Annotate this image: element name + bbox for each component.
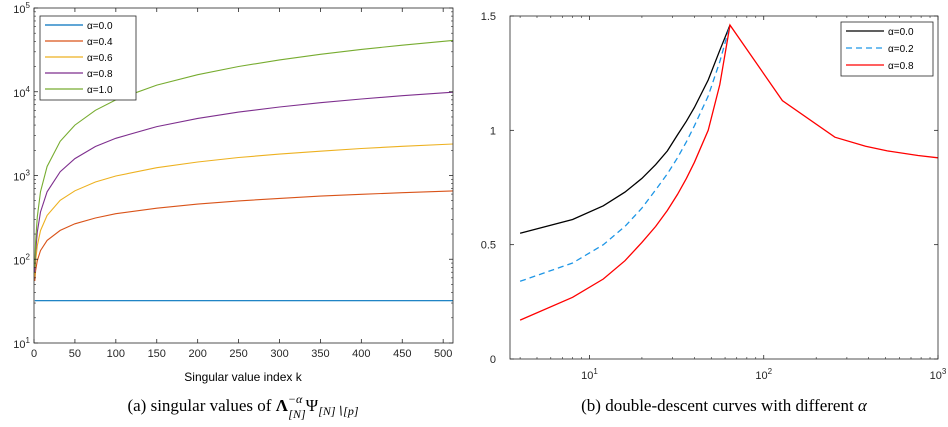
panel-a-legend-box bbox=[39, 15, 137, 101]
panel-a-x-tick-label: 100 bbox=[107, 348, 125, 360]
caption-psi-sub: [N]∖[p] bbox=[318, 404, 359, 418]
panel-a-y-tick-label: 102 bbox=[13, 252, 30, 267]
panel-b-double-descent: 101 102 103 0 0.5 1 1.5 α=0.0 α=0.2 α=0.8 (b) d… bbox=[481, 11, 947, 415]
panel-a-caption: (a) singular values of Λ−α [N]Ψ[N]∖[p] bbox=[127, 392, 358, 421]
panel-a-x-tick-label: 300 bbox=[270, 348, 288, 360]
panel-b-caption-prefix: (b) double-descent curves with different bbox=[581, 396, 858, 415]
panel-b-series-line-2 bbox=[519, 23, 939, 321]
panel-a-y-tick-label: 104 bbox=[13, 85, 30, 100]
caption-lambda-sub: [N] bbox=[288, 407, 306, 421]
panel-b-legend-label-1: α=0.2 bbox=[888, 44, 914, 55]
panel-b-caption: (b) double-descent curves with different… bbox=[581, 396, 868, 415]
panel-b-legend: α=0.0 α=0.2 α=0.8 bbox=[840, 21, 934, 77]
panel-b-y-tick-label: 1 bbox=[490, 125, 496, 137]
panel-a-singular-values: 0 50 100 150 200 250 300 350 400 450 500 101 102 103… bbox=[13, 1, 454, 421]
panel-a-x-tick-label: 500 bbox=[434, 348, 452, 360]
panel-a-x-tick-label: 450 bbox=[393, 348, 411, 360]
panel-b-y-tick-label: 0 bbox=[490, 354, 496, 366]
panel-b-x-ticks: 101 102 103 bbox=[519, 16, 947, 382]
panel-a-legend-label-0: α=0.0 bbox=[87, 21, 113, 32]
panel-a-legend-label-2: α=0.6 bbox=[87, 53, 113, 64]
panel-a-x-tick-label: 350 bbox=[311, 348, 329, 360]
panel-b-y-tick-label: 0.5 bbox=[481, 240, 496, 252]
panel-a-y-tick-label: 101 bbox=[13, 336, 30, 351]
panel-b-y-ticks: 0 0.5 1 1.5 bbox=[481, 11, 938, 366]
panel-b-series-line-0 bbox=[519, 24, 731, 234]
panel-a-y-tick-label: 103 bbox=[13, 169, 30, 184]
panel-a-series-line-1 bbox=[34, 190, 454, 282]
panel-b-x-tick-label: 103 bbox=[930, 367, 947, 382]
panel-a-x-ticks: 0 50 100 150 200 250 300 350 400 450 500 bbox=[31, 8, 452, 360]
panel-a-caption-prefix: (a) singular values of bbox=[127, 396, 275, 415]
panel-a-x-tick-label: 150 bbox=[148, 348, 166, 360]
panel-b-x-tick-label: 102 bbox=[755, 367, 772, 382]
panel-a-series-line-3 bbox=[34, 91, 454, 273]
panel-b-axes-box bbox=[509, 15, 939, 360]
panel-a-x-tick-label: 50 bbox=[69, 348, 81, 360]
panel-b-legend-box bbox=[840, 21, 934, 77]
panel-b-x-tick-label: 101 bbox=[581, 367, 598, 382]
panel-b-legend-label-2: α=0.8 bbox=[888, 61, 914, 72]
panel-a-legend-label-4: α=1.0 bbox=[87, 85, 113, 96]
panel-a-legend-label-3: α=0.8 bbox=[87, 69, 113, 80]
caption-lambda-sup: −α bbox=[288, 392, 303, 406]
panel-b-series-line-1 bbox=[519, 24, 731, 282]
caption-lambda: Λ bbox=[276, 396, 289, 415]
panel-a-x-tick-label: 400 bbox=[352, 348, 370, 360]
panel-a-series-line-2 bbox=[34, 143, 454, 277]
panel-b-legend-label-0: α=0.0 bbox=[888, 27, 914, 38]
panel-b-series-lines bbox=[519, 23, 939, 321]
panel-a-legend: α=0.0 α=0.4 α=0.6 α=0.8 α=1.0 bbox=[39, 15, 137, 101]
panel-a-y-ticks: 101 102 103 104 105 bbox=[13, 1, 453, 351]
panel-a-x-tick-label: 0 bbox=[31, 348, 37, 360]
caption-psi: Ψ bbox=[306, 396, 319, 415]
panel-a-x-tick-label: 200 bbox=[188, 348, 206, 360]
panel-a-y-tick-label: 105 bbox=[13, 1, 30, 16]
panel-b-y-tick-label: 1.5 bbox=[481, 11, 496, 23]
panel-a-x-axis-label: Singular value index k bbox=[184, 370, 302, 384]
panel-a-x-tick-label: 250 bbox=[229, 348, 247, 360]
panel-a-legend-label-1: α=0.4 bbox=[87, 37, 113, 48]
panel-a-series-lines bbox=[34, 39, 454, 302]
panel-b-caption-alpha: α bbox=[858, 396, 868, 415]
